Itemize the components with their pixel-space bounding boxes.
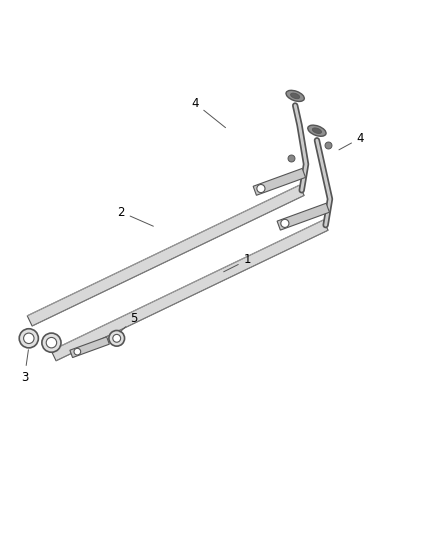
- Text: 3: 3: [21, 350, 28, 384]
- Polygon shape: [277, 203, 329, 230]
- Circle shape: [109, 330, 124, 346]
- Text: 4: 4: [339, 132, 364, 150]
- Ellipse shape: [308, 125, 326, 136]
- Circle shape: [74, 349, 81, 355]
- Ellipse shape: [290, 93, 300, 99]
- Circle shape: [24, 333, 34, 344]
- Circle shape: [46, 337, 57, 348]
- Text: 1: 1: [224, 254, 251, 272]
- Text: 5: 5: [120, 312, 138, 332]
- Polygon shape: [27, 185, 304, 326]
- Ellipse shape: [286, 90, 304, 101]
- Polygon shape: [70, 337, 110, 358]
- Text: 4: 4: [191, 97, 226, 128]
- Circle shape: [19, 329, 39, 348]
- Circle shape: [257, 184, 265, 192]
- Ellipse shape: [312, 128, 321, 133]
- Circle shape: [113, 334, 120, 342]
- Circle shape: [42, 333, 61, 352]
- Polygon shape: [253, 168, 306, 195]
- Circle shape: [281, 219, 289, 228]
- Text: 2: 2: [117, 206, 153, 226]
- Polygon shape: [51, 220, 328, 361]
